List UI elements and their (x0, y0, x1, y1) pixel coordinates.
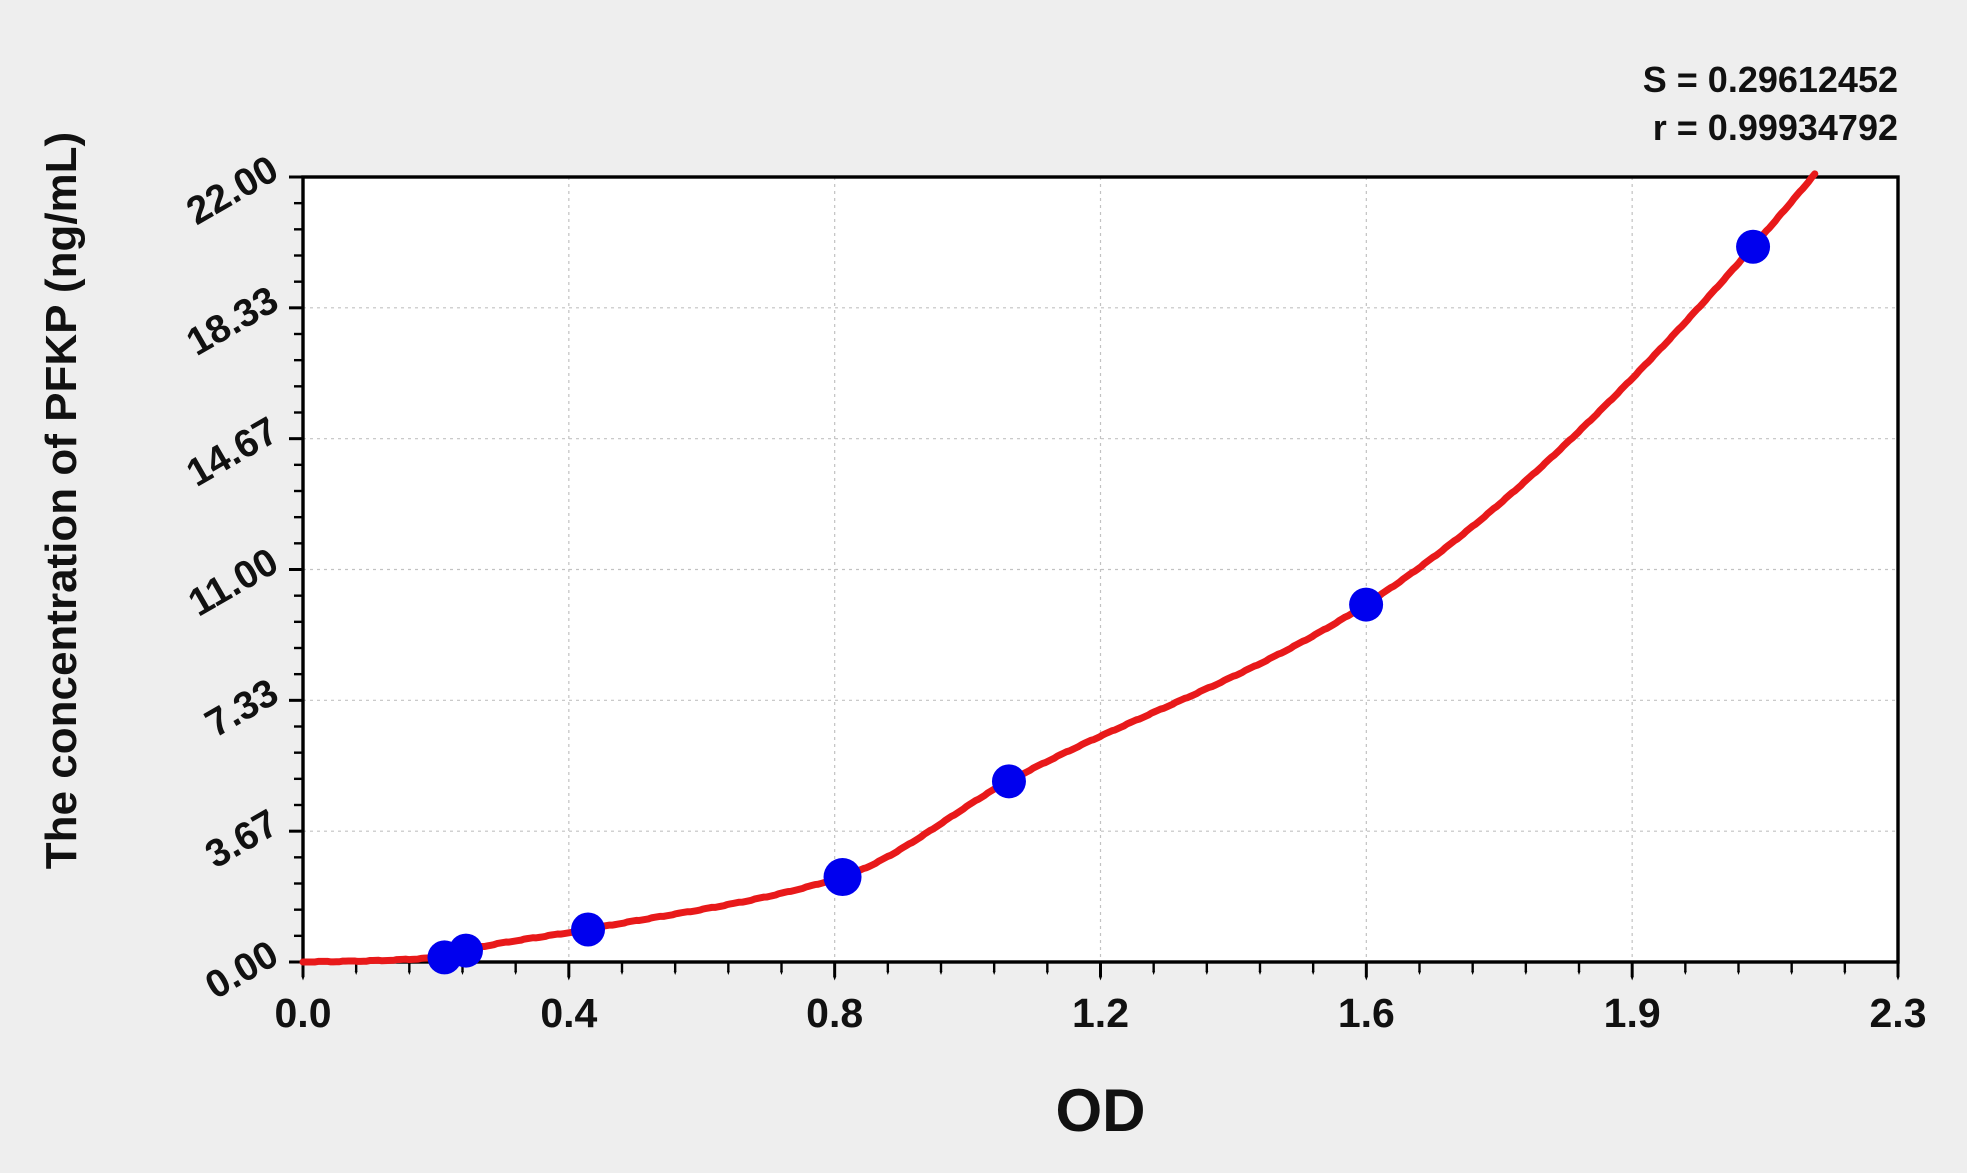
svg-text:0.0: 0.0 (275, 990, 332, 1036)
svg-text:0.4: 0.4 (540, 990, 597, 1036)
svg-text:1.6: 1.6 (1338, 990, 1395, 1036)
svg-text:1.9: 1.9 (1604, 990, 1661, 1036)
svg-text:2.3: 2.3 (1870, 990, 1927, 1036)
svg-text:The concentration of PFKP (ng/: The concentration of PFKP (ng/mL) (37, 132, 86, 869)
svg-text:OD: OD (1056, 1077, 1146, 1144)
svg-text:0.8: 0.8 (806, 990, 863, 1036)
svg-text:r = 0.99934792: r = 0.99934792 (1653, 107, 1898, 148)
svg-text:S = 0.29612452: S = 0.29612452 (1643, 59, 1898, 100)
svg-text:1.2: 1.2 (1072, 990, 1129, 1036)
